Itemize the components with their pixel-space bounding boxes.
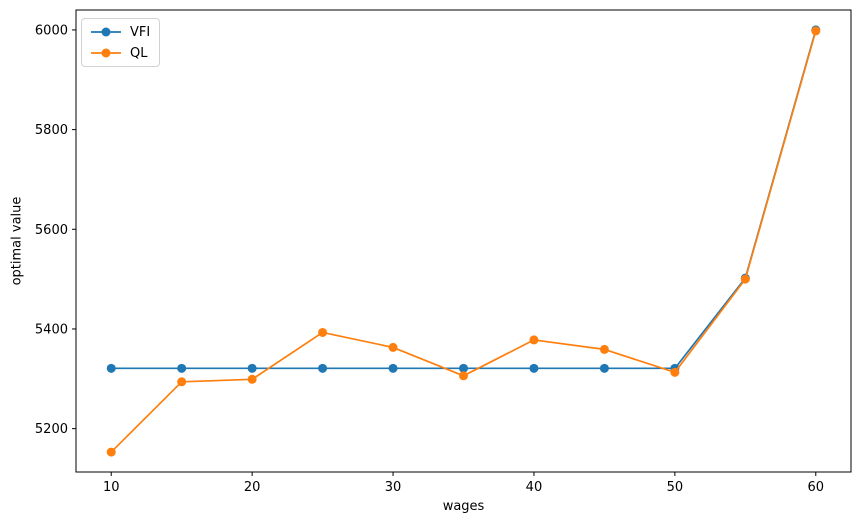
- svg-text:20: 20: [244, 480, 261, 495]
- svg-text:5400: 5400: [35, 322, 68, 337]
- legend-item-ql: QL: [89, 44, 150, 62]
- svg-text:60: 60: [807, 480, 824, 495]
- svg-text:10: 10: [103, 480, 120, 495]
- legend-label-ql: QL: [130, 45, 148, 61]
- legend: VFI QL: [81, 18, 161, 67]
- svg-text:5200: 5200: [35, 422, 68, 437]
- svg-text:5800: 5800: [35, 123, 68, 138]
- svg-text:5600: 5600: [35, 223, 68, 238]
- svg-text:50: 50: [667, 480, 684, 495]
- legend-label-vfi: VFI: [130, 24, 151, 40]
- legend-item-vfi: VFI: [89, 23, 150, 41]
- svg-text:6000: 6000: [35, 23, 68, 38]
- svg-text:30: 30: [385, 480, 402, 495]
- y-axis-label: optimal value: [9, 196, 25, 286]
- legend-line-marker-icon: [91, 48, 121, 58]
- x-axis-label: wages: [442, 499, 485, 514]
- legend-line-marker-icon: [91, 27, 121, 37]
- svg-text:40: 40: [526, 480, 543, 495]
